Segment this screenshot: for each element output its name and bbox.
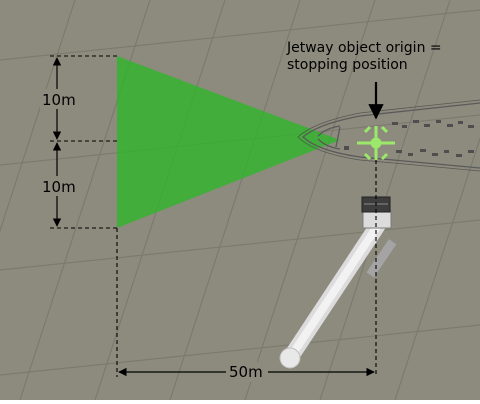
upper-dimension-label: 10m <box>42 91 76 109</box>
origin-marker-icon <box>357 125 395 161</box>
aircraft-outline <box>297 99 480 172</box>
dimension-guides <box>50 55 377 377</box>
annotation-line-1: Jetway object origin = <box>286 40 442 56</box>
aircraft-window-marks <box>344 120 474 157</box>
annotation-line-2: stopping position <box>287 57 408 73</box>
label-bg-lower <box>40 176 80 196</box>
guidance-cone <box>117 56 340 228</box>
horizontal-dimension-label: 50m <box>229 363 263 381</box>
label-bg-upper <box>40 89 80 109</box>
label-bg-horizontal <box>226 362 268 382</box>
lower-dimension-label: 10m <box>42 178 76 196</box>
